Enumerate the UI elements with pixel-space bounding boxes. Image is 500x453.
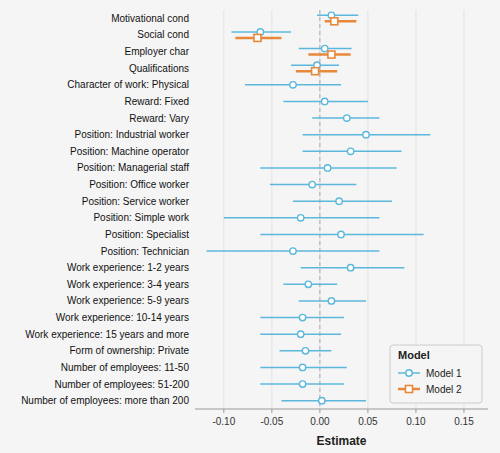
estimate-point bbox=[347, 148, 353, 154]
axis-line bbox=[195, 409, 488, 410]
estimate-point bbox=[321, 45, 327, 51]
grid-line bbox=[319, 10, 320, 409]
category-label: Reward: Fixed bbox=[125, 96, 189, 107]
category-label: Number of employees: more than 200 bbox=[21, 395, 189, 406]
estimate-point bbox=[305, 281, 311, 287]
estimate-point bbox=[299, 314, 305, 320]
axis-title: Estimate bbox=[316, 434, 366, 448]
category-label: Social cond bbox=[137, 29, 189, 40]
estimate-point bbox=[321, 98, 327, 104]
tick-label: -0.05 bbox=[260, 416, 283, 427]
estimate-point bbox=[254, 34, 261, 41]
estimate-point bbox=[290, 248, 296, 254]
background bbox=[0, 0, 500, 453]
estimate-point bbox=[336, 198, 342, 204]
estimate-point bbox=[328, 51, 335, 58]
category-label: Position: Industrial worker bbox=[75, 129, 190, 140]
tick-mark bbox=[415, 409, 416, 413]
category-label: Position: Service worker bbox=[82, 196, 190, 207]
estimate-point bbox=[347, 264, 353, 270]
category-label: Form of ownership: Private bbox=[70, 345, 190, 356]
estimate-point bbox=[299, 364, 305, 370]
category-label: Work experience: 3-4 years bbox=[67, 279, 189, 290]
tick-label: 0.00 bbox=[310, 416, 330, 427]
tick-mark bbox=[367, 409, 368, 413]
legend-marker bbox=[406, 386, 413, 393]
category-label: Position: Specialist bbox=[105, 229, 189, 240]
estimate-point bbox=[324, 165, 330, 171]
confidence-interval bbox=[325, 20, 357, 23]
estimate-point bbox=[312, 68, 319, 75]
tick-mark bbox=[463, 409, 464, 413]
confidence-interval bbox=[317, 15, 358, 17]
category-label: Position: Simple work bbox=[93, 212, 190, 223]
category-label: Number of employees: 51-200 bbox=[54, 379, 189, 390]
tick-label: -0.10 bbox=[212, 416, 235, 427]
legend-title: Model bbox=[398, 349, 430, 361]
grid-line bbox=[271, 10, 272, 409]
tick-mark bbox=[271, 409, 272, 413]
category-label: Reward: Vary bbox=[129, 113, 189, 124]
estimate-point bbox=[299, 381, 305, 387]
chart: -0.10 -0.05 0.00 0.05 0.10 0.15 Estimate Motiva… bbox=[0, 0, 500, 453]
estimate-point bbox=[297, 215, 303, 221]
category-label: Position: Machine operator bbox=[70, 146, 190, 157]
estimate-point bbox=[338, 231, 344, 237]
estimate-point bbox=[319, 397, 325, 403]
category-label: Motivational cond bbox=[111, 13, 189, 24]
y-axis: Motivational cond Social cond Employer cha… bbox=[21, 13, 190, 406]
estimate-point bbox=[297, 331, 303, 337]
grid-line bbox=[223, 10, 224, 409]
category-label: Work experience: 1-2 years bbox=[67, 262, 189, 273]
category-label: Employer char bbox=[125, 46, 190, 57]
tick-mark bbox=[223, 409, 224, 413]
series bbox=[235, 18, 356, 75]
tick-label: 0.10 bbox=[406, 416, 426, 427]
category-label: Position: Managerial staff bbox=[77, 162, 189, 173]
estimate-point bbox=[363, 131, 369, 137]
estimate-point bbox=[290, 82, 296, 88]
legend-label: Model 2 bbox=[426, 384, 462, 395]
estimate-point bbox=[344, 115, 350, 121]
tick-mark bbox=[319, 409, 320, 413]
category-label: Qualifications bbox=[129, 63, 189, 74]
x-axis: -0.10 -0.05 0.00 0.05 0.10 0.15 bbox=[195, 10, 488, 427]
legend-marker bbox=[406, 370, 412, 376]
tick-label: 0.15 bbox=[454, 416, 474, 427]
category-label: Work experience: 10-14 years bbox=[56, 312, 189, 323]
legend: Model Model 1 Model 2 bbox=[390, 345, 482, 403]
estimate-point bbox=[331, 18, 338, 25]
tick-label: 0.05 bbox=[358, 416, 378, 427]
category-label: Position: Office worker bbox=[89, 179, 190, 190]
category-label: Work experience: 5-9 years bbox=[67, 295, 189, 306]
category-label: Work experience: 15 years and more bbox=[25, 329, 189, 340]
legend-label: Model 1 bbox=[426, 368, 462, 379]
estimate-point bbox=[302, 348, 308, 354]
grid-line bbox=[367, 10, 368, 409]
category-label: Character of work: Physical bbox=[67, 79, 189, 90]
category-label: Position: Technician bbox=[101, 246, 189, 257]
category-label: Number of employees: 11-50 bbox=[61, 362, 190, 373]
estimate-point bbox=[309, 181, 315, 187]
reference-line bbox=[319, 10, 320, 409]
estimate-point bbox=[328, 298, 334, 304]
legend-box bbox=[390, 345, 482, 403]
